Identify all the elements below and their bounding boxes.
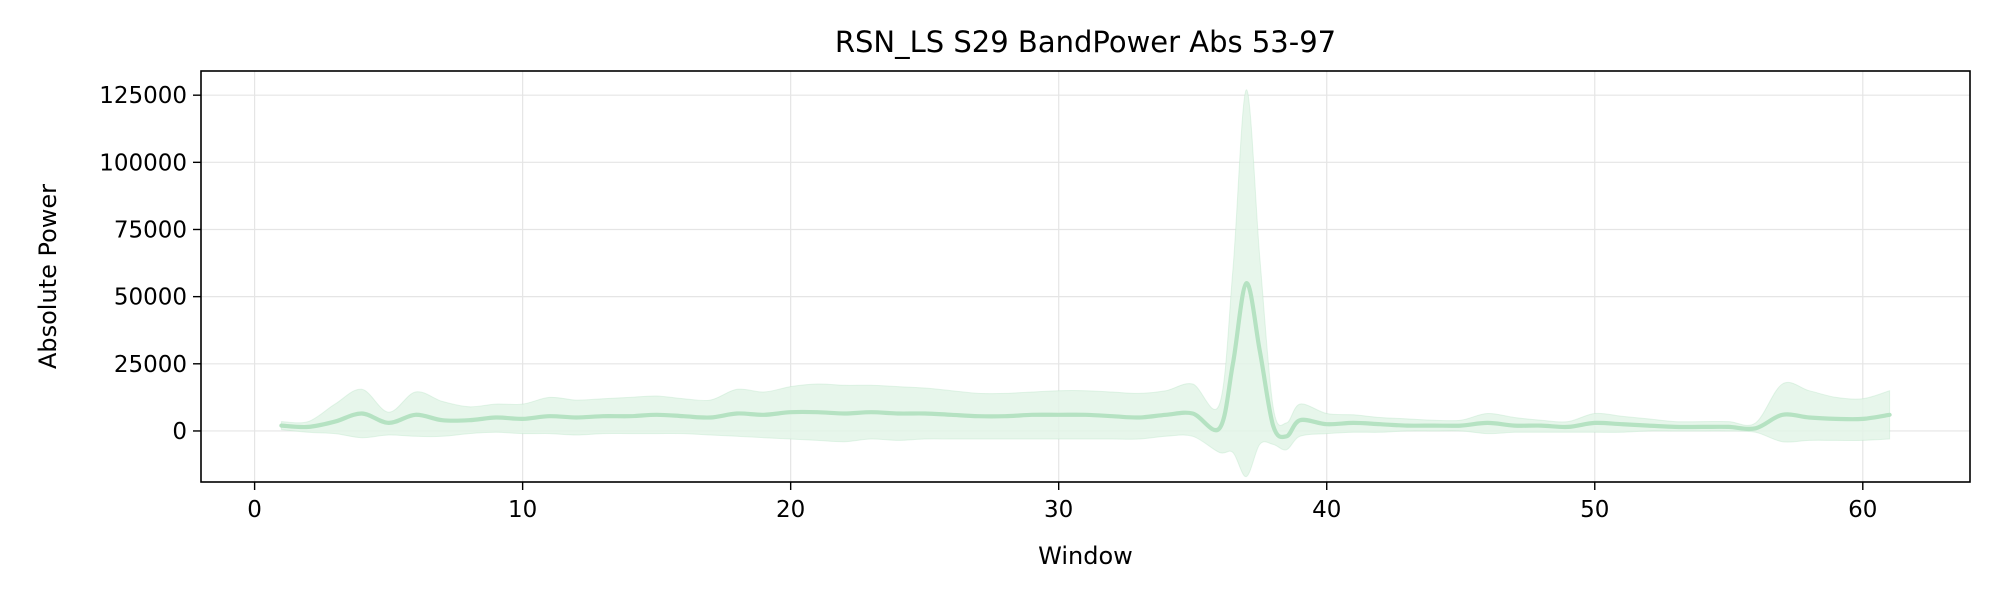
y-tick-label: 75000 bbox=[114, 217, 187, 243]
x-tick-label: 40 bbox=[1312, 497, 1341, 523]
x-tick-label: 20 bbox=[776, 497, 805, 523]
x-tick-label: 0 bbox=[247, 497, 262, 523]
y-axis-label: Absolute Power bbox=[34, 184, 62, 369]
y-tick-label: 0 bbox=[172, 419, 187, 445]
mean-line bbox=[279, 281, 1892, 440]
std-band bbox=[280, 89, 1891, 478]
plot-frame bbox=[200, 70, 1971, 483]
chart-title: RSN_LS S29 BandPower Abs 53-97 bbox=[835, 25, 1336, 59]
y-tick-label: 25000 bbox=[114, 352, 187, 378]
x-axis-label: Window bbox=[1038, 542, 1133, 570]
y-tick-label: 125000 bbox=[99, 83, 187, 109]
x-tick-label: 60 bbox=[1848, 497, 1877, 523]
grid bbox=[201, 71, 1970, 482]
y-tick-label: 50000 bbox=[114, 285, 187, 311]
x-tick-label: 50 bbox=[1580, 497, 1609, 523]
plot-area bbox=[279, 89, 1892, 478]
y-axis: 0 25000 50000 75000 100000 125000 bbox=[99, 83, 201, 445]
x-tick-label: 10 bbox=[508, 497, 537, 523]
x-tick-label: 30 bbox=[1044, 497, 1073, 523]
x-axis: 0 10 20 30 40 50 60 bbox=[247, 482, 1877, 523]
y-tick-label: 100000 bbox=[99, 150, 187, 176]
